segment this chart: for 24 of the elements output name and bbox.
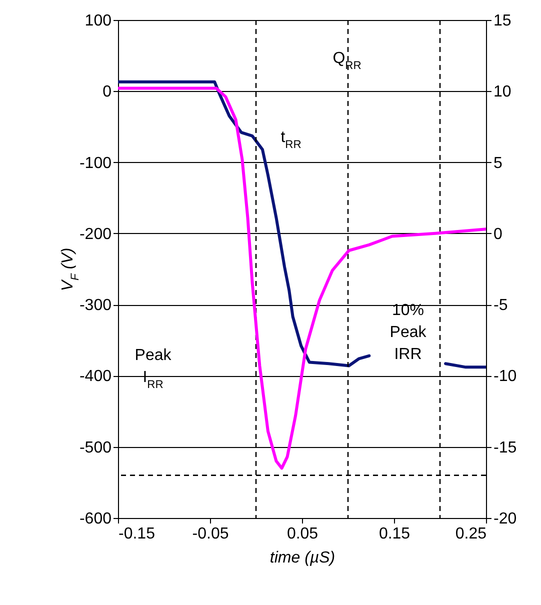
x-tick-label: -0.05 — [192, 526, 229, 542]
annotation: t$_{RR}$ — [280, 129, 302, 151]
y-tick-label: 100 — [84, 12, 112, 30]
y-tick-label: -200 — [79, 226, 112, 243]
x-axis-title: time (µS) — [270, 550, 336, 566]
y2-tick-label: 15 — [494, 12, 512, 30]
y2-tick-label: -5 — [494, 297, 508, 314]
y2-tick-label: 0 — [494, 226, 502, 243]
y2-tick-label: -15 — [494, 439, 517, 456]
y2-tick-label: 10 — [494, 84, 512, 101]
x-tick-label: 0.25 — [455, 526, 487, 542]
y-tick-label: -500 — [79, 439, 112, 456]
x-tick-label: -0.15 — [118, 526, 156, 542]
y-tick-label: -100 — [79, 154, 112, 172]
y2-tick-label: -20 — [494, 510, 517, 528]
y-tick-label: 0 — [102, 84, 112, 101]
y2-tick-label: -10 — [494, 368, 517, 386]
y-tick-label: -300 — [79, 297, 112, 314]
annotation: Q$_{RR}$ — [332, 50, 362, 72]
y-tick-label: -400 — [79, 368, 112, 386]
x-tick-label: 0.05 — [286, 526, 318, 542]
y-tick-label: -600 — [79, 510, 112, 528]
x-tick-label: 0.15 — [378, 526, 410, 542]
y2-tick-label: 5 — [494, 154, 502, 172]
